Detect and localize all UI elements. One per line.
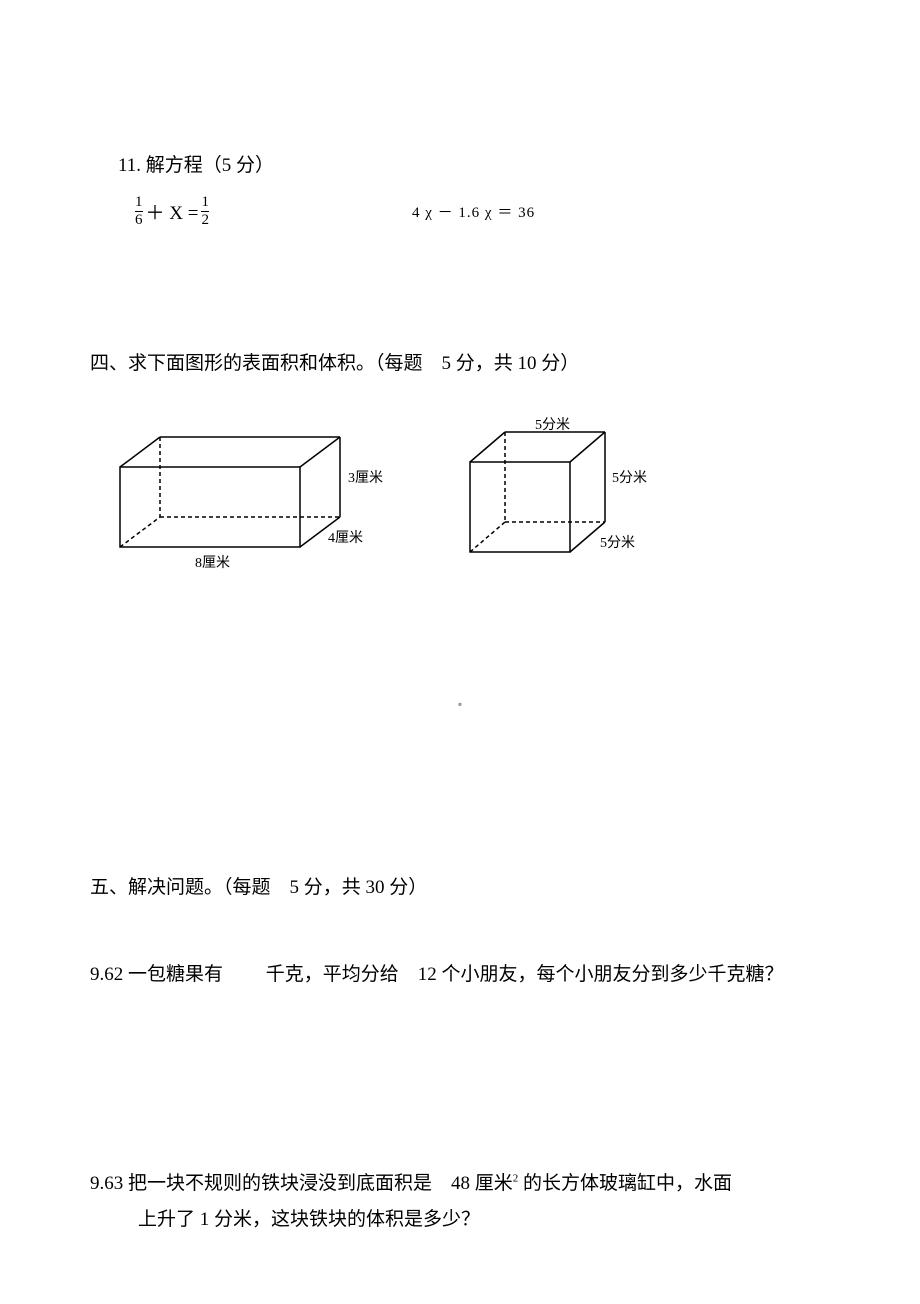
equation-1: 1 6 ＋ X = 1 2: [132, 195, 412, 228]
cube-figure: 5分米 5分米 5分米: [450, 417, 680, 577]
cube-top-label: 5分米: [535, 417, 570, 433]
cube-bottom-label: 5分米: [600, 535, 635, 551]
cuboid-height-label: 3厘米: [348, 470, 383, 486]
equation-2: 4 χ － 1.6 χ ＝ 36: [412, 201, 535, 222]
cuboid-length-label: 8厘米: [195, 555, 230, 571]
question-963: 9.63 把一块不规则的铁块浸没到底面积是 48 厘米2 的长方体玻璃缸中，水面…: [90, 1166, 830, 1238]
fraction-2: 1 2: [201, 195, 209, 228]
frac1-num: 1: [135, 195, 143, 211]
cuboid-svg: 3厘米 4厘米 8厘米: [100, 417, 390, 577]
figures-row: 3厘米 4厘米 8厘米: [100, 417, 830, 577]
question-962: 9.62 一包糖果有 千克，平均分给 12 个小朋友，每个小朋友分到多少千克糖？: [90, 959, 830, 986]
q963-line2: 上升了 1 分米，这块铁块的体积是多少？: [138, 1202, 480, 1238]
frac2-den: 2: [201, 211, 209, 228]
cuboid-figure: 3厘米 4厘米 8厘米: [100, 417, 390, 577]
frac2-num: 1: [201, 195, 209, 211]
section4-title: 四、求下面图形的表面积和体积。（每题 5 分，共 10 分）: [90, 348, 830, 375]
frac1-den: 6: [135, 211, 143, 228]
q11-title: 11. 解方程（5 分）: [118, 150, 830, 177]
fraction-1: 1 6: [135, 195, 143, 228]
q963-part-b: 的长方体玻璃缸中，水面: [518, 1173, 732, 1194]
cuboid-width-label: 4厘米: [328, 530, 363, 546]
q963-part-a: 9.63 把一块不规则的铁块浸没到底面积是 48 厘米: [90, 1173, 513, 1194]
page-marker: ▪: [90, 697, 830, 712]
cube-right-label: 5分米: [612, 470, 647, 486]
section5-title: 五、解决问题。（每题 5 分，共 30 分）: [90, 872, 830, 899]
cube-svg: 5分米 5分米 5分米: [450, 417, 680, 577]
q11-equations: 1 6 ＋ X = 1 2 4 χ － 1.6 χ ＝ 36: [132, 195, 830, 228]
eq1-mid: ＋ X =: [146, 198, 199, 225]
